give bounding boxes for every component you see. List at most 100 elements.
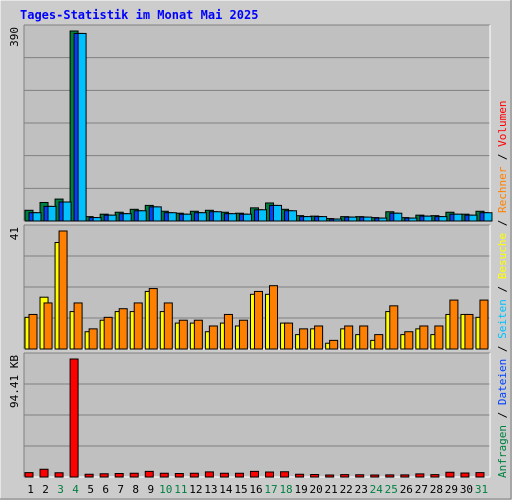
bar-seiten-day-6 — [107, 214, 117, 222]
bar-seiten-day-8 — [137, 210, 147, 222]
bar-volumen-day-15 — [234, 472, 244, 478]
bar-rechner-day-7 — [118, 308, 128, 350]
bar-seiten-day-13 — [212, 211, 222, 222]
bar-seiten-day-23 — [363, 216, 373, 222]
bar-rechner-day-17 — [269, 285, 279, 350]
bar-seiten-day-28 — [438, 216, 448, 222]
bar-volumen-day-8 — [129, 472, 139, 478]
x-tick-day-label: 21 — [325, 483, 338, 496]
bar-volumen-day-24 — [370, 474, 380, 478]
x-tick-day-label: 4 — [72, 483, 79, 496]
bar-seiten-day-24 — [378, 217, 388, 222]
bar-rechner-day-22 — [344, 325, 354, 350]
x-tick-day-label: 2 — [42, 483, 49, 496]
series-rechner — [28, 230, 489, 350]
bar-volumen-day-5 — [84, 473, 94, 478]
bar-rechner-day-19 — [299, 328, 309, 350]
legend-entry: / — [496, 279, 509, 299]
bar-volumen-day-29 — [445, 471, 455, 478]
bar-volumen-day-26 — [400, 474, 410, 478]
bar-rechner-day-15 — [238, 319, 248, 350]
bar-seiten-day-15 — [242, 213, 252, 222]
bar-seiten-day-16 — [257, 209, 267, 222]
bar-volumen-day-2 — [39, 468, 49, 478]
bar-rechner-day-25 — [389, 305, 399, 350]
bar-seiten-day-27 — [423, 215, 433, 222]
x-tick-day-label: 15 — [234, 483, 247, 496]
bar-rechner-day-16 — [253, 290, 263, 350]
bar-rechner-day-6 — [103, 316, 113, 350]
bar-rechner-day-5 — [88, 328, 98, 350]
x-tick-day-label: 24 — [370, 483, 384, 496]
bar-volumen-day-18 — [280, 471, 290, 478]
bar-volumen-day-12 — [189, 472, 199, 478]
bar-rechner-day-28 — [434, 325, 444, 350]
legend-entry: Volumen — [496, 100, 509, 146]
x-tick-day-label: 11 — [174, 483, 187, 496]
x-tick-day-label: 20 — [310, 483, 323, 496]
x-tick-day-label: 18 — [279, 483, 292, 496]
x-tick-day-label: 16 — [249, 483, 262, 496]
bar-rechner-day-10 — [163, 302, 173, 350]
x-tick-day-label: 12 — [189, 483, 202, 496]
bar-seiten-day-2 — [47, 205, 57, 222]
bar-volumen-day-1 — [24, 472, 34, 478]
y-axis-max-label: 390 — [8, 27, 21, 47]
bar-seiten-day-26 — [408, 217, 418, 222]
x-tick-day-label: 5 — [87, 483, 94, 496]
y-axis-max-label: 41 — [8, 227, 21, 240]
legend-entry: Seiten — [496, 299, 509, 339]
bar-volumen-day-31 — [475, 472, 485, 478]
bar-seiten-day-21 — [333, 218, 343, 222]
x-axis-day-labels: 1 2 3 4 5 6 7 8 9 10 11 12 13 14 15 16 17 18 19 20 21 22 23 24 2… — [27, 483, 488, 496]
bar-seiten-day-4 — [77, 32, 87, 222]
bar-seiten-day-22 — [348, 216, 358, 222]
bar-rechner-day-2 — [43, 302, 53, 350]
legend-entry: Anfragen — [496, 425, 509, 478]
bar-volumen-day-13 — [204, 471, 214, 478]
bar-seiten-day-20 — [318, 216, 328, 222]
panel-hits-files-pages: 390 — [8, 24, 493, 222]
bar-seiten-day-14 — [227, 213, 237, 222]
bar-volumen-day-4 — [69, 358, 79, 478]
bar-seiten-day-5 — [92, 217, 102, 222]
bar-seiten-day-31 — [483, 212, 493, 222]
x-tick-day-label: 27 — [415, 483, 428, 496]
bar-rechner-day-20 — [314, 325, 324, 350]
legend-entry: / — [496, 405, 509, 425]
bar-rechner-day-12 — [193, 319, 203, 350]
x-tick-day-label: 6 — [102, 483, 109, 496]
bar-rechner-day-9 — [148, 288, 158, 350]
bar-volumen-day-22 — [340, 474, 350, 478]
bar-seiten-day-18 — [288, 210, 298, 222]
x-tick-day-label: 7 — [117, 483, 124, 496]
bar-seiten-day-7 — [122, 213, 132, 222]
bar-volumen-day-10 — [159, 472, 169, 478]
bar-seiten-day-17 — [273, 204, 283, 222]
bar-volumen-day-6 — [99, 473, 109, 478]
bar-rechner-day-14 — [223, 313, 233, 350]
x-tick-day-label: 30 — [460, 483, 473, 496]
bar-volumen-day-28 — [430, 474, 440, 478]
x-tick-day-label: 9 — [147, 483, 154, 496]
x-tick-day-label: 3 — [57, 483, 64, 496]
bar-volumen-day-27 — [415, 473, 425, 478]
x-tick-day-label: 8 — [132, 483, 139, 496]
x-tick-day-label: 25 — [385, 483, 398, 496]
bar-rechner-day-4 — [73, 302, 83, 350]
x-tick-day-label: 17 — [264, 483, 277, 496]
bar-rechner-day-11 — [178, 319, 188, 350]
x-tick-day-label: 31 — [475, 483, 488, 496]
chart-panels: 390 41 94.41 KB — [8, 24, 493, 478]
x-tick-day-label: 14 — [219, 483, 233, 496]
panel-volume: 94.41 KB — [8, 352, 491, 478]
bar-volumen-day-3 — [54, 472, 64, 478]
bar-volumen-day-30 — [460, 472, 470, 478]
bar-rechner-day-18 — [284, 322, 294, 350]
bar-rechner-day-3 — [58, 230, 68, 350]
legend-entry: / — [496, 339, 509, 359]
x-tick-day-label: 28 — [430, 483, 443, 496]
bar-seiten-day-19 — [303, 216, 313, 222]
bar-rechner-day-23 — [359, 325, 369, 350]
